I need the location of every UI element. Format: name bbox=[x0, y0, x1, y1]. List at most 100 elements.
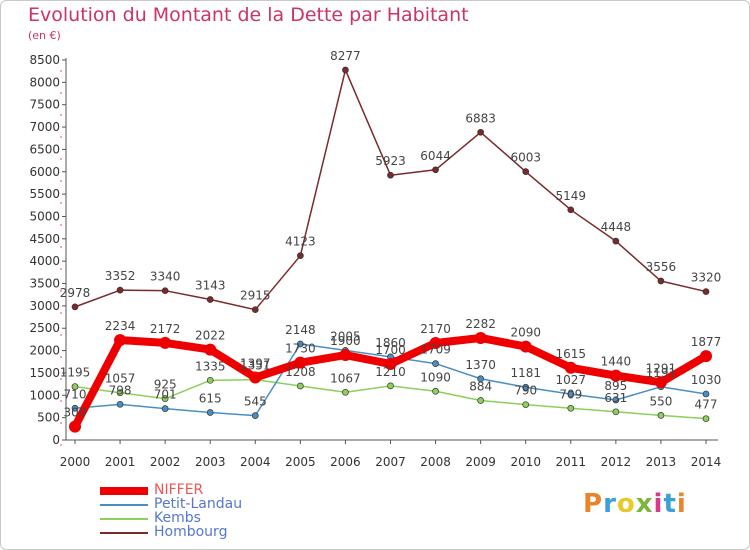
data-label-niffer: 1291 bbox=[646, 361, 677, 375]
data-label-hombourg: 8277 bbox=[330, 49, 361, 63]
data-label-kembs: 1335 bbox=[195, 359, 226, 373]
data-point-niffer bbox=[429, 336, 442, 349]
y-tick-label: 6500 bbox=[29, 142, 60, 156]
data-point-hombourg bbox=[251, 306, 259, 314]
x-tick-label: 2005 bbox=[285, 455, 316, 469]
x-tick-label: 2009 bbox=[465, 455, 496, 469]
x-tick-label: 2001 bbox=[105, 455, 136, 469]
y-tick-label: 1000 bbox=[29, 388, 60, 402]
y-tick-label: 7000 bbox=[29, 120, 60, 134]
chart-axes: 0 500 1000 1500 2000 2500 3000 3500 4000 4500 5000… bbox=[29, 53, 721, 469]
data-point-kembs bbox=[161, 395, 169, 402]
data-point-niffer bbox=[474, 331, 487, 344]
y-tick-label: 2500 bbox=[29, 321, 60, 335]
legend-label: Petit-Landau bbox=[154, 496, 243, 512]
x-tick-label: 2004 bbox=[240, 455, 271, 469]
data-label-kembs: 709 bbox=[559, 387, 582, 401]
data-label-niffer: 1900 bbox=[330, 334, 361, 348]
data-label-hombourg: 6003 bbox=[510, 151, 541, 165]
data-point-hombourg bbox=[297, 252, 304, 260]
data-point-petit-landau bbox=[206, 409, 214, 416]
data-label-niffer: 2170 bbox=[420, 322, 451, 336]
data-label-hombourg: 4448 bbox=[601, 220, 632, 234]
data-point-hombourg bbox=[477, 128, 484, 136]
data-point-kembs bbox=[206, 376, 214, 384]
data-label-hombourg: 3340 bbox=[150, 270, 181, 284]
data-label-niffer: 1615 bbox=[556, 347, 587, 361]
data-point-petit-landau bbox=[116, 400, 124, 408]
data-label-niffer: 1397 bbox=[240, 357, 271, 371]
legend-label: Hombourg bbox=[154, 524, 228, 540]
data-label-kembs: 1195 bbox=[60, 366, 91, 380]
data-point-kembs bbox=[387, 382, 394, 390]
data-point-hombourg bbox=[432, 166, 439, 174]
data-point-kembs bbox=[71, 383, 79, 390]
data-labels-layer: 2978 3352 3340 3143 2915 4123 8277 5923 6044 6883… bbox=[60, 49, 722, 420]
logo-letter: x bbox=[635, 489, 654, 519]
data-label-hombourg: 2915 bbox=[240, 289, 271, 303]
data-label-petit-landau: 1709 bbox=[420, 343, 451, 357]
y-tick-label: 7500 bbox=[29, 98, 60, 112]
x-tick-label: 2010 bbox=[510, 455, 541, 469]
data-point-kembs bbox=[297, 382, 304, 390]
data-label-petit-landau: 2005 bbox=[330, 329, 361, 343]
data-label-hombourg: 3352 bbox=[105, 269, 136, 283]
data-label-hombourg: 3143 bbox=[195, 278, 226, 292]
logo-letter: i bbox=[653, 489, 664, 519]
logo-letter: i bbox=[676, 489, 687, 519]
data-label-petit-landau: 1027 bbox=[556, 373, 587, 387]
data-point-kembs bbox=[657, 412, 665, 419]
proxiti-logo: Proxiti bbox=[583, 489, 687, 519]
data-label-kembs: 790 bbox=[514, 384, 537, 398]
data-point-hombourg bbox=[702, 288, 710, 295]
data-point-petit-landau bbox=[522, 383, 530, 391]
data-label-hombourg: 4123 bbox=[285, 235, 316, 249]
data-label-kembs: 631 bbox=[604, 391, 627, 405]
logo-letter: t bbox=[663, 489, 677, 519]
data-point-kembs bbox=[477, 397, 484, 404]
logo-letter: P bbox=[583, 489, 604, 519]
data-label-kembs: 1351 bbox=[240, 359, 271, 373]
data-point-kembs bbox=[342, 388, 349, 396]
data-label-hombourg: 5149 bbox=[556, 189, 587, 203]
data-point-petit-landau bbox=[477, 375, 484, 383]
data-label-petit-landau: 1030 bbox=[691, 373, 722, 387]
logo-letter: r bbox=[603, 489, 617, 519]
data-point-kembs bbox=[522, 401, 530, 409]
data-label-petit-landau: 798 bbox=[109, 383, 132, 397]
data-label-hombourg: 3556 bbox=[646, 260, 677, 274]
data-point-niffer bbox=[249, 371, 262, 384]
data-label-niffer: 2282 bbox=[465, 317, 496, 331]
data-point-hombourg bbox=[522, 168, 530, 175]
chart-title: Evolution du Montant de la Dette par Hab… bbox=[28, 4, 469, 26]
legend-label: NIFFER bbox=[154, 482, 204, 498]
x-tick-label: 2014 bbox=[691, 455, 722, 469]
legend-swatch bbox=[100, 532, 148, 534]
x-tick-label: 2006 bbox=[330, 455, 361, 469]
data-point-petit-landau bbox=[567, 390, 575, 398]
data-label-kembs: 1210 bbox=[375, 365, 406, 379]
data-label-petit-landau: 1181 bbox=[510, 366, 541, 380]
data-point-kembs bbox=[116, 389, 124, 397]
data-point-petit-landau bbox=[71, 404, 79, 412]
data-label-kembs: 477 bbox=[695, 398, 718, 412]
data-point-petit-landau bbox=[612, 396, 620, 404]
data-point-niffer bbox=[564, 361, 577, 374]
data-point-petit-landau bbox=[702, 390, 710, 398]
chart-subtitle: (en €) bbox=[28, 29, 61, 42]
x-tick-label: 2011 bbox=[556, 455, 587, 469]
x-tick-label: 2012 bbox=[601, 455, 632, 469]
data-point-niffer bbox=[339, 349, 352, 362]
data-label-niffer: 1700 bbox=[375, 343, 406, 357]
data-point-kembs bbox=[432, 387, 439, 395]
data-point-niffer bbox=[384, 358, 397, 370]
data-point-hombourg bbox=[387, 171, 394, 179]
data-label-niffer: 1440 bbox=[601, 355, 632, 369]
data-point-kembs bbox=[612, 408, 620, 416]
logo-letter: o bbox=[616, 489, 636, 519]
y-tick-label: 4000 bbox=[29, 254, 60, 268]
legend-swatch bbox=[100, 518, 148, 520]
data-point-niffer bbox=[159, 336, 172, 349]
